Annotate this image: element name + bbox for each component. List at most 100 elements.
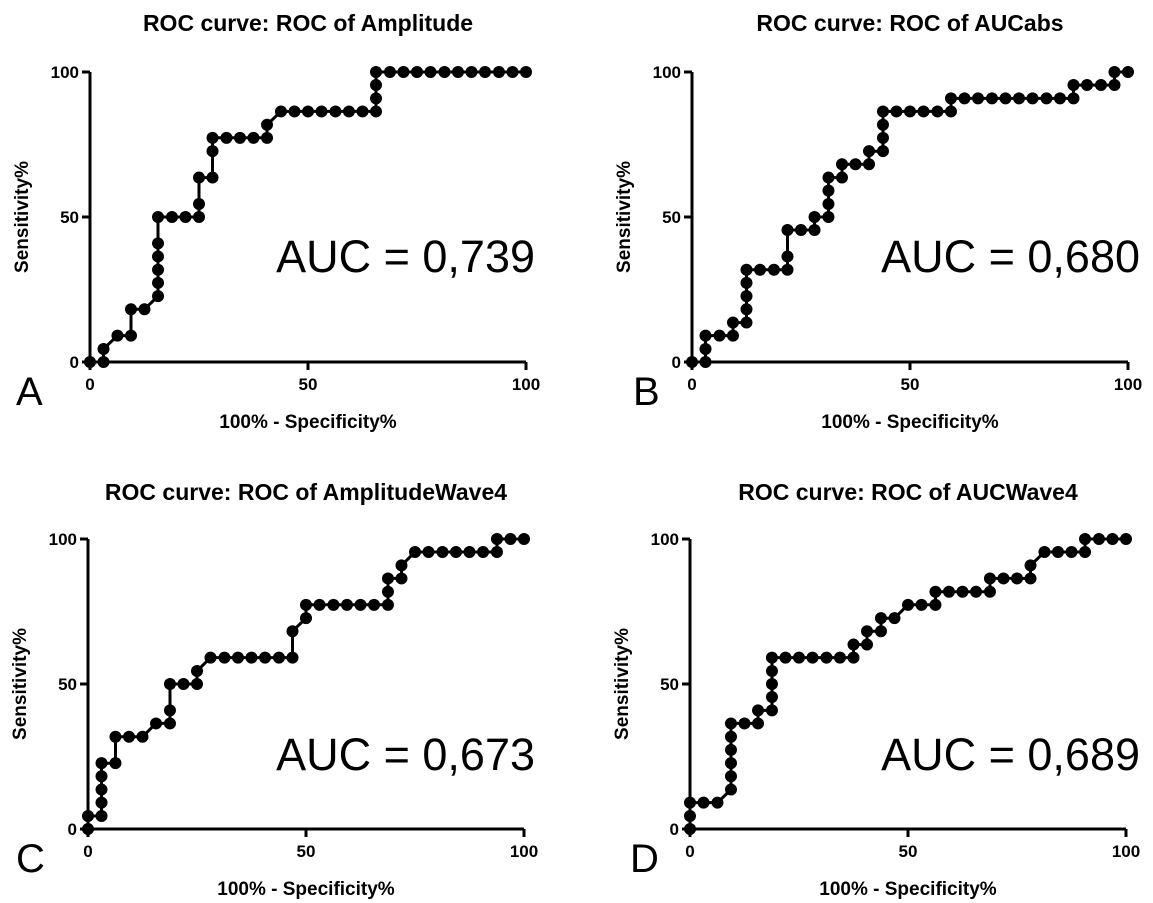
roc-point <box>206 131 219 144</box>
roc-point <box>95 796 108 809</box>
roc-point <box>138 303 151 316</box>
roc-point <box>179 211 192 223</box>
panel-letter: D <box>630 837 659 881</box>
roc-point <box>463 546 476 559</box>
roc-point <box>381 572 394 585</box>
roc-point <box>111 329 124 342</box>
x-axis-label: 100% - Specificity% <box>821 412 999 433</box>
roc-point <box>849 158 862 171</box>
roc-point <box>874 612 887 625</box>
roc-point <box>122 730 135 743</box>
roc-point <box>490 546 503 559</box>
roc-point <box>315 105 328 118</box>
roc-point <box>781 250 794 263</box>
roc-point <box>983 585 996 598</box>
roc-point <box>754 263 767 276</box>
roc-point <box>82 809 94 822</box>
x-tick-label: 50 <box>297 842 316 861</box>
roc-point <box>272 651 285 664</box>
roc-curve-line <box>688 537 1126 829</box>
roc-point <box>684 823 696 835</box>
roc-point <box>890 105 903 118</box>
roc-point <box>165 211 178 223</box>
roc-point <box>929 585 942 598</box>
roc-point <box>822 171 835 184</box>
x-tick-label: 50 <box>901 375 920 394</box>
roc-point <box>233 131 246 144</box>
roc-point <box>397 66 410 78</box>
roc-point <box>835 171 848 184</box>
roc-point <box>1024 572 1037 585</box>
roc-point <box>1065 546 1078 559</box>
roc-point <box>95 770 108 783</box>
roc-point <box>1079 546 1092 559</box>
roc-point <box>713 329 726 342</box>
roc-point <box>302 105 314 118</box>
roc-point <box>356 105 369 118</box>
roc-point <box>795 224 807 237</box>
roc-point <box>451 66 464 78</box>
y-tick-label: 100 <box>651 530 679 549</box>
roc-point <box>504 533 517 545</box>
roc-point <box>300 612 312 625</box>
roc-point <box>822 197 835 210</box>
roc-point <box>1120 533 1132 545</box>
x-tick-label: 100 <box>512 375 540 394</box>
roc-point <box>915 598 928 611</box>
roc-point <box>944 105 957 118</box>
roc-point <box>152 211 165 223</box>
roc-point <box>395 572 408 585</box>
chart-title: ROC curve: ROC of AUCWave4 <box>738 479 1078 505</box>
roc-point <box>724 730 737 743</box>
roc-point <box>327 598 340 611</box>
roc-point <box>422 546 435 559</box>
y-tick-label: 100 <box>653 63 681 82</box>
roc-point <box>84 356 96 368</box>
roc-point <box>970 585 983 598</box>
roc-point <box>1040 92 1053 105</box>
roc-point <box>220 131 233 144</box>
roc-point <box>313 598 326 611</box>
y-tick-label: 100 <box>51 63 79 82</box>
roc-point <box>1038 546 1051 559</box>
roc-point <box>904 105 916 118</box>
roc-point <box>1094 79 1107 92</box>
roc-point <box>259 651 272 664</box>
roc-point <box>740 290 753 303</box>
roc-point <box>163 704 176 717</box>
roc-point <box>449 546 462 559</box>
roc-point <box>726 316 739 329</box>
roc-point <box>1013 92 1025 105</box>
roc-point <box>274 105 287 118</box>
roc-point <box>684 809 696 822</box>
roc-point <box>193 171 205 184</box>
roc-point <box>95 809 108 822</box>
roc-point <box>808 224 821 237</box>
roc-panel-a: ROC curve: ROC of Amplitude 0 50 100 0 50 100 1… <box>12 10 540 433</box>
roc-point <box>381 598 394 611</box>
roc-point <box>1026 92 1039 105</box>
roc-point <box>109 730 122 743</box>
roc-point <box>863 145 876 158</box>
roc-point <box>342 105 355 118</box>
panel-letter: A <box>16 370 43 414</box>
y-tick-label: 50 <box>60 208 79 227</box>
roc-point <box>724 770 737 783</box>
roc-point <box>1081 79 1094 92</box>
roc-point <box>779 651 792 664</box>
roc-point <box>193 197 205 210</box>
roc-point <box>370 92 383 105</box>
roc-point <box>724 783 737 796</box>
roc-point <box>833 651 846 664</box>
roc-point <box>370 79 383 92</box>
roc-point <box>340 598 353 611</box>
roc-point <box>765 651 778 664</box>
auc-annotation: AUC = 0,680 <box>881 231 1140 282</box>
roc-point <box>329 105 342 118</box>
roc-point <box>95 783 108 796</box>
roc-point <box>383 66 396 78</box>
roc-point <box>124 329 137 342</box>
roc-point <box>411 66 423 78</box>
roc-point <box>699 329 712 342</box>
